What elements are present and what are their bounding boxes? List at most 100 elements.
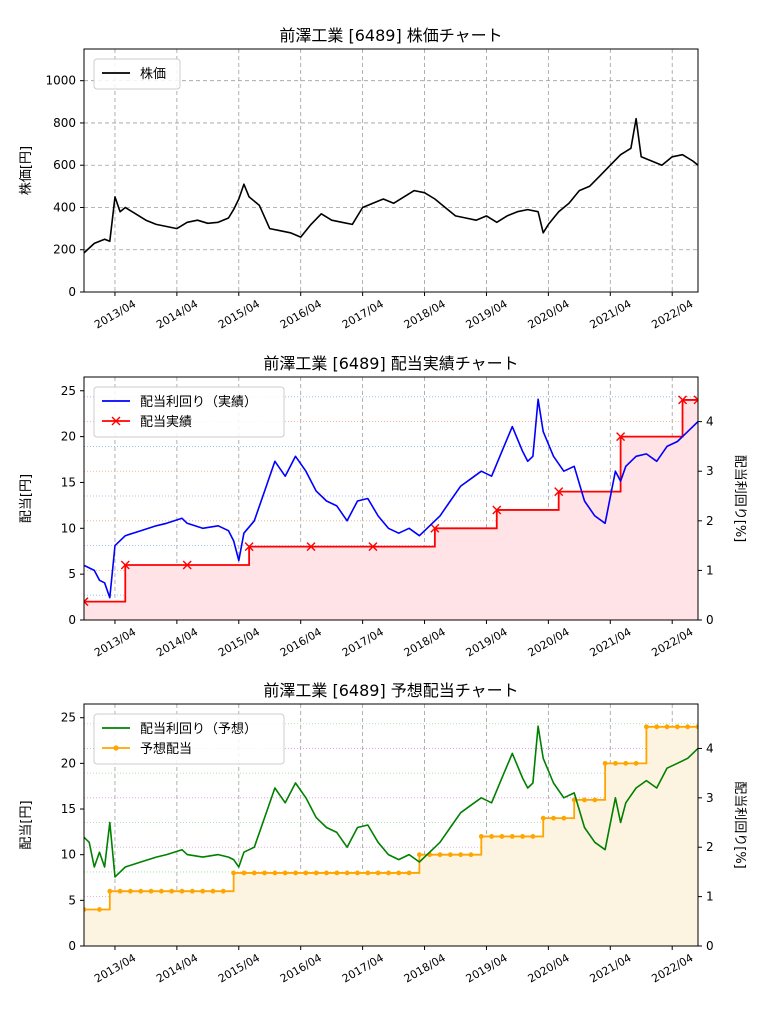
dividend-marker bbox=[84, 907, 87, 912]
dividend-marker bbox=[530, 834, 536, 839]
x-tick-label: 2019/04 bbox=[464, 951, 510, 985]
dividend-marker bbox=[148, 888, 154, 894]
dividend-marker bbox=[306, 542, 316, 552]
x-tick-label: 2018/04 bbox=[402, 951, 448, 985]
chart-panel-1: 前澤工業 [6489] 株価チャート 2013/04 2014/04 2015/04 2… bbox=[19, 26, 699, 331]
dividend-marker bbox=[334, 870, 340, 876]
y2-axis-label: 配当利回り[%] bbox=[732, 455, 747, 543]
y2-tick-label: 3 bbox=[706, 791, 714, 805]
dividend-marker bbox=[355, 870, 360, 876]
x-tick-label: 2015/04 bbox=[216, 297, 262, 331]
dividend-marker bbox=[592, 797, 598, 803]
dividend-marker bbox=[120, 560, 130, 570]
dividend-marker bbox=[644, 724, 649, 730]
dividend-marker bbox=[468, 852, 474, 858]
dividend-marker bbox=[293, 870, 298, 876]
chart-panel-2: 前澤工業 [6489] 配当実績チャート 2013/04 2014/04 2015/0… bbox=[19, 354, 747, 659]
plot-frame bbox=[83, 703, 699, 947]
dividend-marker bbox=[492, 505, 502, 515]
legend-label: 配当実績 bbox=[140, 414, 192, 430]
dividend-marker bbox=[406, 870, 412, 876]
dividend-marker bbox=[220, 888, 226, 894]
dividend-marker bbox=[365, 870, 371, 876]
yield-line bbox=[84, 398, 698, 599]
dividend-marker bbox=[509, 834, 515, 839]
x-tick-label: 2020/04 bbox=[526, 297, 572, 331]
x-tick-label: 2022/04 bbox=[649, 625, 695, 659]
dividend-marker bbox=[520, 834, 525, 839]
legend-label: 配当利回り（予想） bbox=[140, 721, 257, 737]
dividend-marker bbox=[128, 888, 133, 894]
dividend-marker bbox=[654, 724, 660, 730]
dividend-marker bbox=[685, 724, 691, 730]
x-tick-label: 2013/04 bbox=[92, 625, 138, 659]
plot-frame bbox=[83, 376, 699, 621]
y-axis-label: 配当[円] bbox=[19, 800, 34, 849]
dividend-marker bbox=[107, 888, 113, 894]
x-tick-label: 2016/04 bbox=[278, 951, 324, 985]
y-tick-label: 0 bbox=[68, 285, 76, 299]
dividend-marker bbox=[430, 523, 440, 533]
x-tick-label: 2017/04 bbox=[340, 297, 386, 331]
dividend-marker bbox=[616, 432, 626, 442]
y-tick-label: 15 bbox=[61, 475, 76, 489]
legend-label: 配当利回り（実績） bbox=[140, 394, 257, 410]
dividend-marker bbox=[602, 760, 608, 766]
dividend-marker bbox=[231, 870, 237, 876]
y2-tick-label: 1 bbox=[706, 563, 714, 577]
dividend-marker bbox=[554, 487, 564, 497]
y-tick-label: 0 bbox=[68, 613, 76, 627]
x-tick-label: 2013/04 bbox=[92, 951, 138, 985]
y-tick-label: 800 bbox=[53, 116, 76, 130]
dividend-marker bbox=[561, 815, 567, 821]
legend-box bbox=[93, 58, 181, 90]
dividend-marker bbox=[437, 852, 443, 858]
y-tick-label: 0 bbox=[68, 939, 76, 953]
chart-panel-3: 前澤工業 [6489] 予想配当チャート 2013/04 2014/04 2015/0… bbox=[19, 681, 747, 985]
dividend-marker bbox=[344, 870, 350, 876]
dividend-marker bbox=[169, 888, 175, 894]
dividend-marker bbox=[458, 852, 464, 858]
x-tick-label: 2017/04 bbox=[340, 625, 386, 659]
x-tick-label: 2016/04 bbox=[278, 625, 324, 659]
y2-tick-label: 2 bbox=[706, 840, 714, 854]
dividend-marker bbox=[375, 870, 381, 876]
chart-title: 前澤工業 [6489] 株価チャート bbox=[279, 26, 502, 45]
dividend-marker bbox=[117, 888, 123, 894]
dividend-marker bbox=[396, 870, 402, 876]
x-tick-label: 2022/04 bbox=[649, 297, 695, 331]
y-tick-label: 15 bbox=[61, 802, 76, 816]
y-tick-label: 200 bbox=[53, 243, 76, 257]
x-tick-label: 2020/04 bbox=[526, 625, 572, 659]
y-tick-label: 10 bbox=[61, 521, 76, 535]
y2-tick-label: 4 bbox=[706, 415, 714, 429]
dividend-marker bbox=[189, 888, 195, 894]
y-axis-label: 配当[円] bbox=[19, 474, 34, 523]
dividend-marker bbox=[447, 852, 453, 858]
x-tick-label: 2019/04 bbox=[464, 297, 510, 331]
legend: 株価 bbox=[93, 58, 181, 90]
y-tick-label: 25 bbox=[61, 711, 76, 725]
y2-axis-label: 配当利回り[%] bbox=[732, 781, 747, 869]
y2-tick-label: 2 bbox=[706, 514, 714, 528]
legend-marker bbox=[113, 745, 119, 751]
legend-marker bbox=[111, 416, 121, 426]
dividend-marker bbox=[489, 834, 495, 839]
dividend-marker bbox=[97, 907, 102, 912]
dividend-marker bbox=[158, 888, 164, 894]
x-tick-label: 2021/04 bbox=[587, 951, 633, 985]
x-tick-label: 2014/04 bbox=[154, 625, 200, 659]
plot-frame bbox=[83, 48, 699, 293]
x-tick-label: 2016/04 bbox=[278, 297, 324, 331]
dividend-marker bbox=[303, 870, 309, 876]
dividend-marker bbox=[179, 888, 185, 894]
y2-tick-label: 0 bbox=[706, 939, 714, 953]
chart-title: 前澤工業 [6489] 配当実績チャート bbox=[263, 354, 518, 373]
dividend-marker bbox=[386, 870, 391, 876]
dividend-marker bbox=[693, 395, 698, 405]
dividend-marker bbox=[251, 870, 257, 876]
price-line bbox=[84, 117, 698, 254]
dividend-marker bbox=[84, 597, 89, 607]
legend-label: 株価 bbox=[140, 67, 166, 82]
